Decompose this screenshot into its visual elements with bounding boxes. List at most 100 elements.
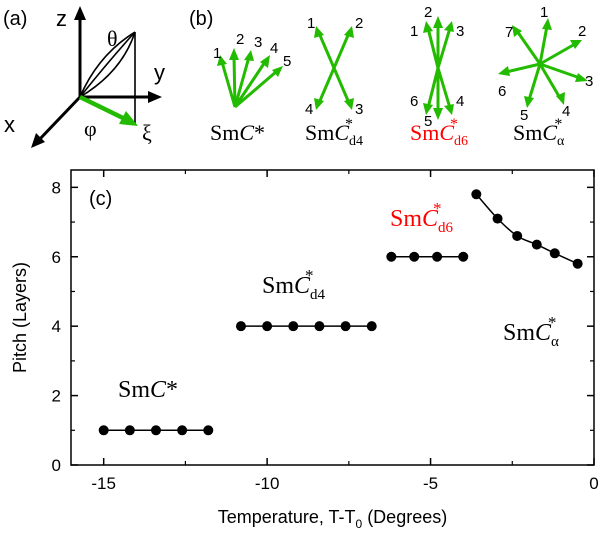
data-point-d6	[386, 251, 397, 262]
alpha-arrowhead-5	[524, 96, 534, 108]
d4-number-3: 3	[355, 101, 363, 118]
alpha-arrow-1	[538, 25, 549, 65]
data-point-d6	[458, 251, 469, 262]
data-point-alpha	[531, 239, 542, 250]
alpha-number-5: 5	[520, 107, 528, 124]
alpha-arrowhead-6	[498, 66, 510, 76]
d6-number-6: 6	[410, 93, 418, 110]
series-line-alpha	[475, 193, 578, 265]
chart-label-smc: SmC*	[118, 377, 178, 403]
d6-number-3: 3	[456, 23, 464, 40]
x-tick-label: -10	[255, 474, 280, 493]
d4-name: SmCd4*	[305, 116, 363, 149]
panel-c-label: (c)	[89, 188, 112, 210]
alpha-arrow-6	[505, 62, 541, 74]
panel-a-label: (a)	[3, 8, 27, 30]
alpha-number-4: 4	[562, 103, 570, 120]
y-axis-arrowhead	[148, 91, 162, 103]
data-point-d6	[409, 251, 420, 262]
alpha-arrowhead-7	[512, 25, 522, 37]
d6-arrowhead-1	[423, 21, 433, 33]
d6-arrow-1	[426, 27, 440, 69]
x-tick-label: -15	[91, 474, 116, 493]
smc-number-1: 1	[213, 45, 221, 62]
x-axis-title: Temperature, T-T0 (Degrees)	[218, 507, 447, 531]
z-axis-label: z	[56, 6, 67, 31]
smc-arrow-2	[232, 55, 237, 108]
smc-arrowhead-5	[272, 66, 283, 77]
data-point-d4	[262, 321, 273, 332]
y-tick-label: 6	[52, 248, 61, 267]
d6-arrow-3	[436, 27, 452, 69]
smc-number-2: 2	[236, 31, 244, 48]
cone-line-2	[79, 31, 136, 98]
d6-number-1: 1	[410, 23, 418, 40]
data-point-d6	[432, 251, 443, 262]
d6-arrow-6	[426, 67, 440, 109]
series-smc	[98, 425, 214, 436]
data-point-alpha	[549, 248, 560, 259]
d4-arrowhead-4	[314, 98, 324, 110]
y-tick-label: 2	[52, 387, 61, 406]
d4-arrowhead-2	[344, 26, 354, 38]
d6-arrowhead-6	[423, 103, 433, 115]
data-point-d4	[366, 321, 377, 332]
x-tick-label: -5	[423, 474, 438, 493]
d6-arrowhead-3	[444, 21, 454, 32]
chart-label-d4: SmCd4*	[262, 266, 326, 303]
smc-arrow-1	[220, 61, 237, 108]
series-alpha	[471, 189, 583, 269]
d4-arrowhead-3	[344, 98, 354, 110]
d6-arrowhead-4	[444, 104, 454, 115]
d6-arrowhead-2	[433, 16, 443, 28]
smc-number-3: 3	[254, 34, 262, 51]
data-point-alpha	[572, 258, 583, 269]
phi-label: φ	[84, 116, 97, 141]
alpha-arrowhead-4	[556, 92, 565, 105]
d4-arrowhead-1	[314, 26, 324, 38]
data-point-alpha	[492, 213, 503, 224]
d6-arrowhead-5	[433, 108, 443, 120]
y-tick-label: 8	[52, 178, 61, 197]
xi-label: ξ	[142, 120, 152, 145]
series-d6	[386, 251, 469, 262]
smc-name: SmC*	[210, 120, 265, 145]
structure-d4: 1 2 3 4 SmCd4*	[305, 15, 363, 149]
d6-arrow-4	[436, 67, 452, 109]
smc-number-4: 4	[270, 40, 278, 57]
d6-number-4: 4	[456, 93, 464, 110]
panel-b-label: (b)	[189, 8, 213, 30]
y-tick-label: 4	[52, 317, 61, 336]
x-axis-line	[36, 95, 82, 143]
pitch-chart: -15 -10 -5 0 0 2 4 6 8 (c) Pitch (Layers) Temper…	[10, 169, 599, 531]
alpha-number-2: 2	[578, 23, 586, 40]
cone-line-1	[79, 31, 136, 98]
smc-arrow-5	[234, 69, 278, 109]
x-axis-label: x	[4, 112, 15, 137]
cone-line-3	[79, 31, 136, 98]
xi-vector-arrowhead	[119, 111, 138, 126]
chart-label-alpha: SmCα*	[503, 313, 559, 350]
alpha-arrowhead-1	[542, 18, 552, 30]
data-point-smc	[177, 425, 188, 436]
alpha-arrowhead-2	[570, 40, 582, 49]
data-series	[98, 189, 583, 436]
d4-arrow-3	[332, 67, 351, 104]
alpha-number-3: 3	[585, 73, 593, 90]
data-point-alpha	[471, 189, 482, 200]
data-point-d4	[235, 321, 246, 332]
chart-label-d6: SmCd6*	[390, 199, 454, 236]
smc-arrow-4	[233, 61, 267, 108]
alpha-number-6: 6	[498, 83, 506, 100]
theta-label: θ	[107, 26, 118, 51]
y-tick-label: 0	[52, 456, 61, 475]
d6-number-2: 2	[424, 4, 432, 21]
d4-number-2: 2	[355, 15, 363, 32]
structure-d6: 1 2 3 4 5 6 SmCd6*	[410, 4, 468, 149]
panel-b: (b) 1 2 3 4 5 SmC*	[189, 4, 593, 149]
x-tick-label: 0	[589, 474, 598, 493]
d6-number-5: 5	[424, 113, 432, 130]
d4-arrow-2	[332, 32, 351, 69]
xi-vector-line	[79, 94, 126, 122]
